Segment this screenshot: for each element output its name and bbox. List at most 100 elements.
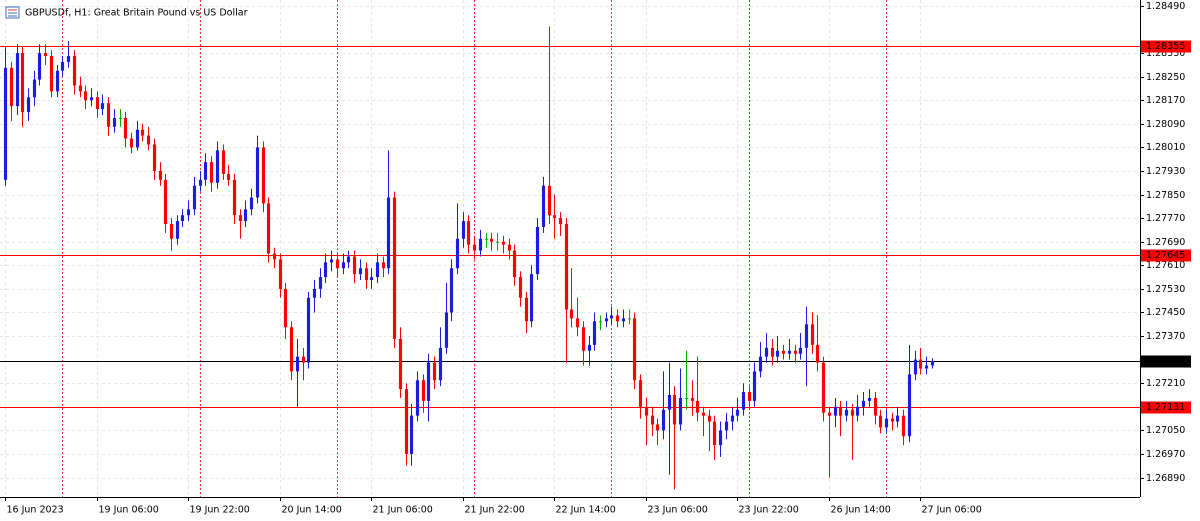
candle-body [501, 241, 506, 245]
candle-body [747, 392, 752, 401]
y-tick-label: 1.27610 [1146, 260, 1185, 271]
candle-body [32, 79, 37, 98]
candle-body [913, 359, 918, 375]
candle-body [60, 61, 65, 71]
candle-body [409, 415, 414, 454]
y-tick-label: 1.27050 [1146, 425, 1185, 436]
candle-body [83, 91, 88, 101]
y-tick-label: 1.27450 [1146, 307, 1185, 318]
candle-body [890, 418, 895, 422]
candle-body [449, 268, 454, 313]
x-tick-label: 20 Jun 14:00 [282, 505, 342, 516]
candle-body [512, 250, 517, 278]
candle-body [581, 327, 586, 351]
candle-body [426, 362, 431, 401]
candle-body [529, 274, 534, 322]
y-tick-label: 1.28490 [1146, 1, 1185, 12]
candle-body [198, 179, 203, 186]
candle-body [341, 262, 346, 269]
candle-body [266, 203, 271, 254]
candle-body [135, 129, 140, 148]
candle-body [329, 259, 334, 263]
candle-body [735, 409, 740, 416]
candle-body [609, 315, 614, 319]
candle-body [758, 356, 763, 372]
candle-body [855, 406, 860, 416]
candle-body [444, 312, 449, 348]
candle-body [335, 259, 340, 269]
candle-body [9, 67, 14, 107]
x-tick-label: 21 Jun 06:00 [373, 505, 433, 516]
candle-body [495, 241, 500, 243]
candle-body [278, 259, 283, 289]
candle-body [712, 421, 717, 446]
candle-body [793, 350, 798, 354]
candle-body [707, 415, 712, 422]
axis-layer: 1.28490 1.28330 1.28250 1.28170 1.28090 1.280… [5, 1, 1191, 516]
y-tick-label: 1.26970 [1146, 449, 1185, 460]
price-level-tag [1141, 249, 1191, 262]
candle-body [461, 221, 466, 239]
candle-body [655, 424, 660, 431]
candle-body [392, 197, 397, 339]
candle-body [558, 218, 563, 225]
candle-body [249, 197, 254, 210]
candle-body [907, 374, 912, 437]
x-tick-label: 26 Jun 14:00 [831, 505, 891, 516]
candle-body [690, 397, 695, 401]
candle-body [638, 380, 643, 407]
candle-body [78, 85, 83, 92]
candle-body [547, 185, 552, 216]
candle-body [918, 359, 923, 369]
candle-body [770, 347, 775, 357]
candle-body [575, 318, 580, 328]
candle-body [804, 324, 809, 348]
candle-body [833, 406, 838, 416]
candle-body [827, 412, 832, 416]
candle-body [243, 209, 248, 222]
price-level-label: 1.28355 [1146, 41, 1185, 52]
title-bar: GBPUSDf, H1: Great Britain Pound vs US D… [5, 6, 248, 19]
grid-layer [0, 0, 1140, 497]
y-tick-label: 1.27530 [1146, 284, 1185, 295]
candle-body [404, 389, 409, 454]
price-level-tag [1141, 401, 1191, 414]
y-tick-label: 1.28330 [1146, 48, 1185, 59]
candle-body [844, 409, 849, 416]
candle-body [238, 215, 243, 222]
candle-body [369, 277, 374, 281]
candle-body [650, 415, 655, 425]
candle-body [901, 415, 906, 437]
chart-title: GBPUSDf, H1: Great Britain Pound vs US D… [25, 8, 248, 19]
candle-body [764, 347, 769, 357]
candle-body [524, 297, 529, 322]
candle-body [684, 397, 689, 399]
candle-body [146, 135, 151, 145]
candle-body [507, 244, 512, 251]
candle-body [221, 150, 226, 174]
x-tick-label: 19 Jun 06:00 [99, 505, 159, 516]
candle-body [695, 400, 700, 413]
x-tick-label: 27 Jun 06:00 [922, 505, 982, 516]
candle-body [169, 224, 174, 239]
candle-body [72, 56, 77, 86]
candle-body [667, 395, 672, 410]
candle-body [375, 262, 380, 278]
candle-body [821, 362, 826, 413]
candle-body [215, 150, 220, 183]
candle-body [66, 56, 71, 62]
candle-body [306, 297, 311, 363]
candle-body [924, 365, 929, 369]
candle-body [261, 147, 266, 204]
candle-body [438, 347, 443, 381]
candle-body [352, 256, 357, 275]
candle-body [632, 318, 637, 381]
candle-body [289, 327, 294, 372]
y-tick-label: 1.28250 [1146, 72, 1185, 83]
candle-body [152, 144, 157, 171]
candle-body [701, 412, 706, 416]
candle-body [484, 238, 489, 240]
candle-body [541, 185, 546, 227]
